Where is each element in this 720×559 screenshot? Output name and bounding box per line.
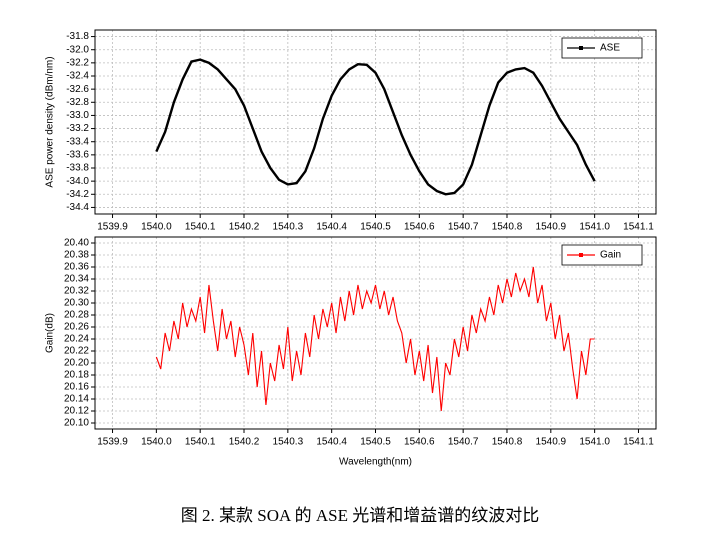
y-tick-label: 20.38 <box>64 250 89 261</box>
y-tick-label: -32.6 <box>66 84 89 95</box>
x-tick-label: 1540.9 <box>536 222 567 233</box>
plot-frame <box>94 236 657 430</box>
legend-label: ASE <box>600 43 620 54</box>
y-tick-label: 20.20 <box>64 358 89 369</box>
x-tick-label: 1539.9 <box>97 222 128 233</box>
legend-marker <box>579 253 583 257</box>
x-tick-label: 1540.6 <box>404 222 435 233</box>
y-tick-label: -32.8 <box>66 97 89 108</box>
y-tick-label: -32.2 <box>66 57 89 68</box>
x-tick-label: 1540.5 <box>360 437 391 448</box>
y-tick-label: 20.32 <box>64 286 89 297</box>
y-tick-label: 20.28 <box>64 310 89 321</box>
y-tick-label: -31.8 <box>66 31 89 42</box>
y-tick-label: -34.0 <box>66 176 89 187</box>
y-tick-label: 20.16 <box>64 382 89 393</box>
legend-box <box>561 37 643 59</box>
data-line <box>155 266 595 412</box>
x-tick-label: 1540.7 <box>448 437 479 448</box>
x-tick-label: 1540.8 <box>492 437 523 448</box>
x-tick-label: 1540.3 <box>273 437 304 448</box>
y-tick-label: -34.2 <box>66 189 89 200</box>
y-tick-label: 20.14 <box>64 394 89 405</box>
x-tick-label: 1539.9 <box>97 437 128 448</box>
x-tick-label: 1540.4 <box>316 222 347 233</box>
y-axis-title: ASE power density (dBm/nm) <box>45 56 56 187</box>
legend-label: Gain <box>600 250 621 261</box>
y-tick-label: 20.40 <box>64 238 89 249</box>
x-tick-label: 1540.9 <box>536 437 567 448</box>
y-tick-label: 20.30 <box>64 298 89 309</box>
legend-marker <box>579 46 583 50</box>
y-tick-label: -34.4 <box>66 202 89 213</box>
y-tick-label: 20.26 <box>64 322 89 333</box>
y-tick-label: 20.18 <box>64 370 89 381</box>
y-tick-label: -32.4 <box>66 71 89 82</box>
x-tick-label: 1540.1 <box>185 437 216 448</box>
x-tick-label: 1540.0 <box>141 222 172 233</box>
y-tick-label: 20.10 <box>64 418 89 429</box>
x-tick-label: 1540.2 <box>229 222 260 233</box>
data-line <box>155 58 596 196</box>
y-tick-label: 20.12 <box>64 406 89 417</box>
x-tick-label: 1541.0 <box>579 437 610 448</box>
x-tick-label: 1541.0 <box>579 222 610 233</box>
caption: 图 2. 某款 SOA 的 ASE 光谱和增益谱的纹波对比 <box>181 506 539 525</box>
x-tick-label: 1540.4 <box>316 437 347 448</box>
y-tick-label: -33.8 <box>66 163 89 174</box>
y-axis-title: Gain(dB) <box>45 313 56 353</box>
y-tick-label: 20.34 <box>64 274 89 285</box>
y-tick-label: -33.6 <box>66 149 89 160</box>
x-tick-label: 1540.5 <box>360 222 391 233</box>
y-tick-label: -33.2 <box>66 123 89 134</box>
x-tick-label: 1540.3 <box>273 222 304 233</box>
x-tick-label: 1540.0 <box>141 437 172 448</box>
x-tick-label: 1540.2 <box>229 437 260 448</box>
x-tick-label: 1540.7 <box>448 222 479 233</box>
x-tick-label: 1540.1 <box>185 222 216 233</box>
y-tick-label: 20.24 <box>64 334 89 345</box>
plot-frame <box>94 29 657 215</box>
x-tick-label: 1541.1 <box>623 437 654 448</box>
x-tick-label: 1540.8 <box>492 222 523 233</box>
y-tick-label: 20.22 <box>64 346 89 357</box>
y-tick-label: -33.0 <box>66 110 89 121</box>
y-tick-label: -32.0 <box>66 44 89 55</box>
x-tick-label: 1540.6 <box>404 437 435 448</box>
y-tick-label: -33.4 <box>66 136 89 147</box>
x-tick-label: 1541.1 <box>623 222 654 233</box>
legend-box <box>561 244 643 266</box>
y-tick-label: 20.36 <box>64 262 89 273</box>
x-axis-title: Wavelength(nm) <box>339 457 412 468</box>
